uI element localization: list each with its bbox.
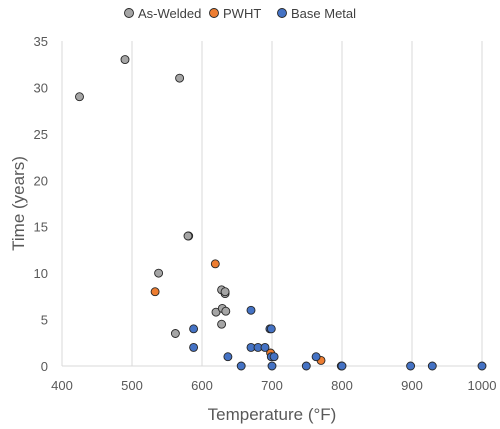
data-point — [210, 259, 220, 269]
data-point — [427, 361, 437, 371]
data-point — [260, 342, 270, 352]
data-point — [311, 352, 321, 362]
data-point — [477, 361, 487, 371]
legend-marker — [277, 8, 287, 18]
y-axis-title: Time (years) — [9, 156, 28, 251]
data-point — [75, 92, 84, 102]
data-point — [183, 231, 193, 241]
x-tick-label: 600 — [191, 378, 213, 393]
y-tick-label: 25 — [34, 127, 48, 142]
y-axis-ticks: 0 5 10 15 20 25 30 35 — [34, 34, 48, 374]
y-tick-label: 5 — [41, 313, 48, 328]
series-as-welded — [75, 55, 231, 338]
series-base-metal — [189, 305, 487, 371]
data-point — [337, 361, 347, 371]
data-point — [189, 324, 199, 334]
data-point — [221, 306, 231, 316]
y-tick-label: 20 — [34, 173, 48, 188]
y-tick-label: 35 — [34, 34, 48, 49]
x-tick-label: 400 — [51, 378, 73, 393]
series-pwht — [150, 259, 326, 365]
data-point — [246, 305, 256, 315]
data-point — [267, 361, 277, 371]
data-point — [150, 287, 160, 297]
data-point — [220, 287, 230, 297]
x-axis-ticks: 400 500 600 700 800 900 1000 — [51, 378, 496, 393]
x-tick-label: 500 — [121, 378, 143, 393]
legend-marker — [124, 8, 134, 18]
y-tick-label: 0 — [41, 359, 48, 374]
gridlines — [61, 41, 483, 366]
data-point — [223, 352, 233, 362]
data-point — [189, 342, 199, 352]
data-point — [406, 361, 416, 371]
data-point — [217, 319, 227, 329]
y-tick-label: 15 — [34, 220, 48, 235]
data-point — [266, 324, 276, 334]
data-point — [269, 352, 279, 362]
data-point — [170, 329, 180, 338]
y-tick-label: 10 — [34, 266, 48, 281]
x-tick-label: 800 — [331, 378, 353, 393]
data-point — [154, 268, 164, 278]
x-axis-title: Temperature (°F) — [208, 405, 337, 424]
data-point — [301, 361, 311, 371]
x-tick-label: 700 — [261, 378, 283, 393]
legend-label: PWHT — [223, 6, 261, 21]
legend-label: Base Metal — [291, 6, 356, 21]
legend-label: As-Welded — [138, 6, 201, 21]
legend-marker — [209, 8, 219, 18]
data-point — [120, 55, 130, 65]
x-tick-label: 900 — [401, 378, 423, 393]
data-point — [236, 361, 246, 371]
data-point — [175, 73, 185, 83]
x-tick-label: 1000 — [468, 378, 497, 393]
legend: As-Welded PWHT Base Metal — [124, 6, 356, 21]
data-points — [75, 55, 487, 371]
y-tick-label: 30 — [34, 80, 48, 95]
